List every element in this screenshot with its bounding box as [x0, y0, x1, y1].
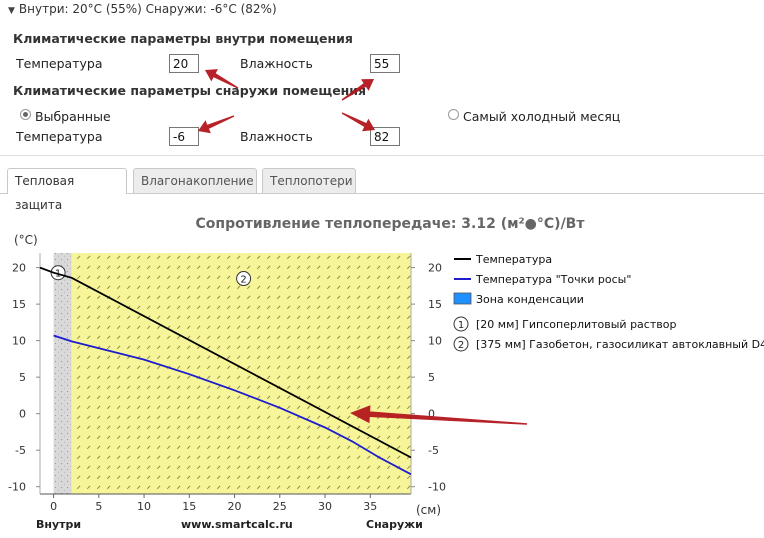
y-tick-left: 0 [19, 408, 26, 421]
x-tick-label: 10 [137, 500, 151, 513]
inside-humidity-input[interactable] [370, 54, 400, 73]
layer-2-hatch [71, 253, 412, 494]
legend-layer1-badge [453, 316, 469, 332]
outside-humidity-input[interactable] [370, 127, 400, 146]
section-divider [0, 155, 764, 156]
annotation-arrow-inside-humidity [341, 79, 374, 101]
x-tick-label: 20 [228, 500, 242, 513]
summary-text: Внутри: 20°C (55%) Снаружи: -6°C (82%) [18, 2, 277, 16]
outside-label: Снаружи [366, 518, 423, 531]
radio-coldest-month[interactable] [448, 109, 459, 120]
inside-section-title: Климатические параметры внутри помещения [13, 31, 353, 46]
y-tick-left: 10 [12, 335, 26, 348]
chart-title: Сопротивление теплопередаче: 3.12 (м²●°С… [196, 216, 586, 232]
legend-condensation-swatch [453, 292, 472, 305]
y-tick-left: -10 [8, 481, 26, 494]
tab-thermal-protection[interactable]: Тепловая защита [7, 168, 127, 212]
outside-temp-input[interactable] [169, 127, 199, 146]
legend-dewpoint-label: Температура "Точки росы" [475, 273, 631, 286]
inside-label: Внутри [36, 518, 81, 531]
y-tick-right: -10 [428, 481, 446, 494]
legend-condensation-label: Зона конденсации [476, 293, 584, 306]
tabs-baseline [0, 193, 764, 194]
y-tick-right: 10 [428, 335, 442, 348]
tab-heat-loss[interactable]: Теплопотери [262, 168, 356, 193]
temperature-line [39, 266, 412, 459]
annotation-arrow-chart [350, 405, 528, 425]
y-tick-left: -5 [15, 444, 26, 457]
y-tick-right: 15 [428, 298, 442, 311]
layer-badge-label-2: 2 [240, 275, 246, 286]
legend-layer2-label: [375 мм] Газобетон, газосиликат автоклав… [476, 338, 764, 351]
site-label: www.smartcalc.ru [181, 518, 293, 531]
layer-badge-2 [236, 271, 252, 287]
summary-toggle[interactable]: ▼ Внутри: 20°C (55%) Снаружи: -6°C (82%) [8, 2, 277, 16]
annotation-arrow-inside-temp [205, 69, 239, 89]
inside-humidity-label: Влажность [240, 56, 313, 71]
x-axis-unit: (см) [416, 503, 441, 517]
x-tick-label: 5 [95, 500, 102, 513]
y-tick-left: 15 [12, 298, 26, 311]
x-tick-label: 25 [273, 500, 287, 513]
dewpoint-line [53, 334, 412, 476]
annotation-arrow-outside-temp [198, 115, 235, 134]
legend-layer2-badge [453, 336, 469, 352]
y-tick-right: 0 [428, 408, 435, 421]
legend-layer1-label: [20 мм] Гипсоперлитовый раствор [476, 318, 676, 331]
y-tick-right: -5 [428, 444, 439, 457]
outside-section-title: Климатические параметры снаружи помещени… [13, 83, 367, 98]
legend-layer2-badge-label: 2 [458, 340, 464, 351]
collapse-triangle-icon[interactable]: ▼ [8, 6, 15, 16]
outside-temp-label: Температура [16, 129, 103, 144]
layer-1-texture [53, 253, 72, 494]
x-tick-label: 15 [182, 500, 196, 513]
tab-moisture-accumulation[interactable]: Влагонакопление [133, 168, 257, 193]
legend-layer1-badge-label: 1 [458, 320, 464, 331]
y-tick-right: 20 [428, 262, 442, 275]
radio-selected-label[interactable]: Выбранные [35, 109, 111, 124]
y-tick-left: 20 [12, 262, 26, 275]
inside-temp-label: Температура [16, 56, 103, 71]
inside-temp-input[interactable] [169, 54, 199, 73]
y-tick-right: 5 [428, 371, 435, 384]
y-axis-unit: (°С) [14, 233, 38, 247]
y-tick-left: 5 [19, 371, 26, 384]
x-tick-label: 35 [363, 500, 377, 513]
radio-selected[interactable] [20, 109, 31, 120]
outside-humidity-label: Влажность [240, 129, 313, 144]
x-tick-label: 0 [50, 500, 57, 513]
legend-temperature-label: Температура [475, 253, 552, 266]
annotation-arrow-outside-humidity [341, 112, 375, 132]
x-tick-label: 30 [318, 500, 332, 513]
radio-coldest-month-label[interactable]: Самый холодный месяц [463, 109, 621, 124]
